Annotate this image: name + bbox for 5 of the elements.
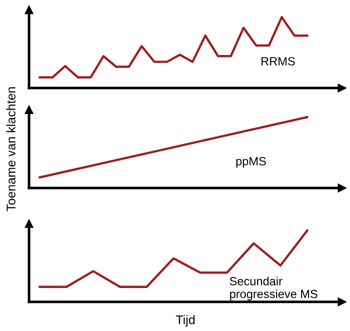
x-axis-title: Tijd [176,315,195,327]
series-label: ppMS [236,157,266,168]
series-label: Secundair progressieve MS [230,276,318,300]
series-label: RRMS [262,57,295,66]
y-axis-title: Toename van klachten [6,87,16,212]
